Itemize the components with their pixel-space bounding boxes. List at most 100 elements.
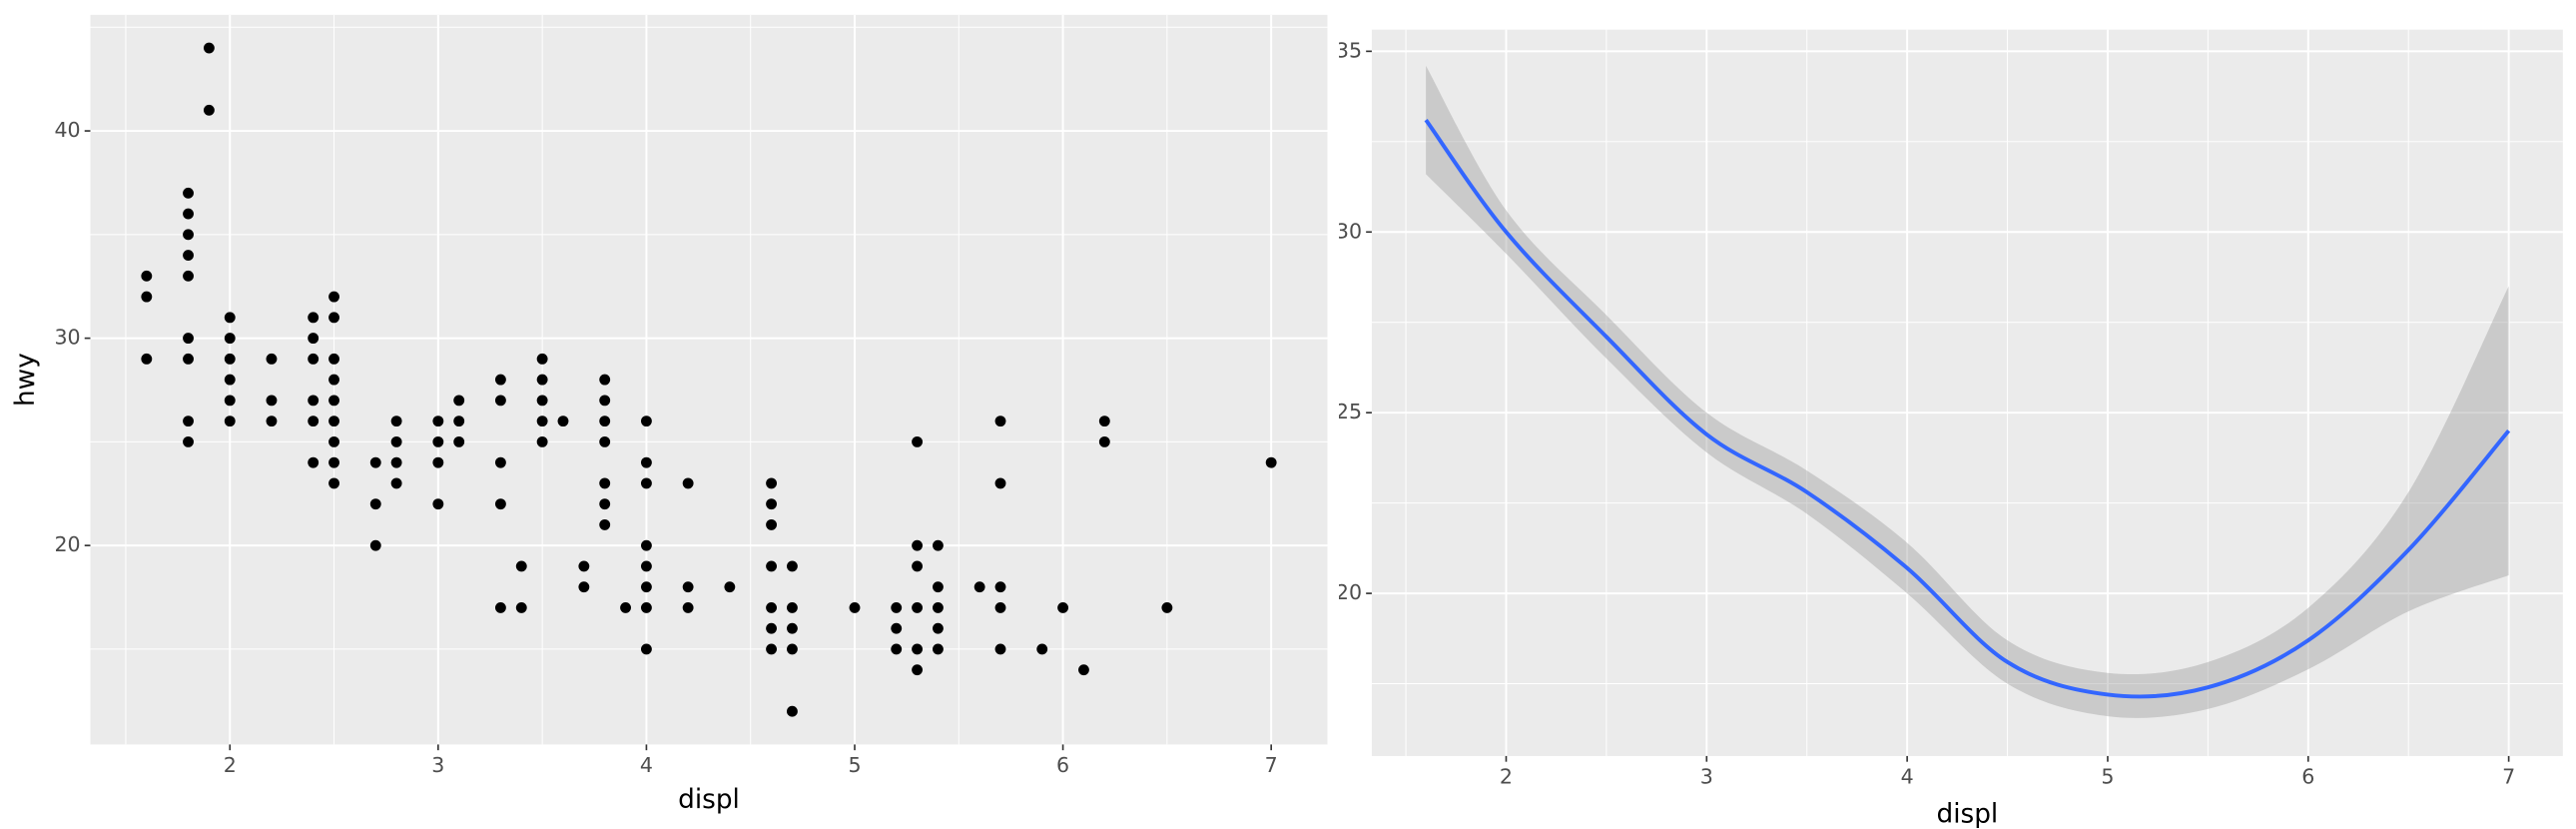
point [912,435,924,447]
point [453,395,465,407]
point [599,477,611,489]
y-tick-label: 20 [1336,580,1362,604]
point [369,456,381,468]
x-tick-label: 5 [848,753,861,777]
point [308,353,320,365]
point [183,333,194,345]
x-tick-label: 3 [1700,764,1713,788]
x-tick-label: 6 [2301,764,2314,788]
point [390,415,402,427]
point [328,435,339,447]
y-tick-label: 35 [1336,38,1362,62]
point [390,456,402,468]
point [432,435,444,447]
point [786,601,798,613]
point [640,581,652,593]
point [1078,664,1089,676]
y-tick-label: 30 [54,326,80,350]
point [224,312,236,324]
panel-background [1371,29,2563,756]
point [994,477,1006,489]
smooth-line [1424,118,2511,699]
point [933,539,944,551]
point [599,518,611,530]
point [599,395,611,407]
point [494,395,506,407]
point [578,581,590,593]
point [933,581,944,593]
point [766,622,777,634]
point [640,643,652,655]
point [432,415,444,427]
x-tick-label: 4 [640,753,653,777]
point [515,560,527,572]
x-tick-label: 3 [431,753,444,777]
point [640,477,652,489]
point [912,643,924,655]
point [1036,643,1048,655]
point [308,415,320,427]
point [849,601,861,613]
point [183,415,194,427]
point [141,270,153,282]
point [266,415,278,427]
point [266,395,278,407]
point [328,415,339,427]
point [994,601,1006,613]
point [183,250,194,262]
x-axis-title: displ [678,785,740,815]
point [786,643,798,655]
y-tick-label: 30 [1336,219,1362,243]
point [308,333,320,345]
point [328,477,339,489]
point [224,333,236,345]
point [994,643,1006,655]
point [682,601,694,613]
point [599,374,611,386]
point [1057,601,1069,613]
point [515,601,527,613]
point [973,581,985,593]
point [328,374,339,386]
y-tick-label: 40 [54,118,80,142]
point [328,312,339,324]
confidence-band [1426,65,2509,718]
point [786,622,798,634]
point [640,415,652,427]
y-tick-label: 25 [1336,400,1362,423]
x-tick-label: 7 [2502,764,2515,788]
point [994,415,1006,427]
point [786,560,798,572]
point [578,560,590,572]
x-tick-label: 4 [1901,764,1914,788]
point [1265,456,1277,468]
x-tick-label: 2 [1500,764,1513,788]
point [390,477,402,489]
point [766,560,777,572]
point [536,415,548,427]
point [912,601,924,613]
point [308,395,320,407]
point [494,498,506,510]
point [786,705,798,717]
point [766,643,777,655]
x-axis-title: displ [1937,800,1999,829]
point [766,601,777,613]
point [536,435,548,447]
point [536,374,548,386]
point [891,622,903,634]
point [1098,415,1110,427]
point [432,498,444,510]
point [369,498,381,510]
point [183,270,194,282]
point [766,477,777,489]
point [912,664,924,676]
point [141,353,153,365]
point [369,539,381,551]
point [224,374,236,386]
point [599,435,611,447]
x-tick-label: 2 [224,753,237,777]
point [994,581,1006,593]
point [183,435,194,447]
